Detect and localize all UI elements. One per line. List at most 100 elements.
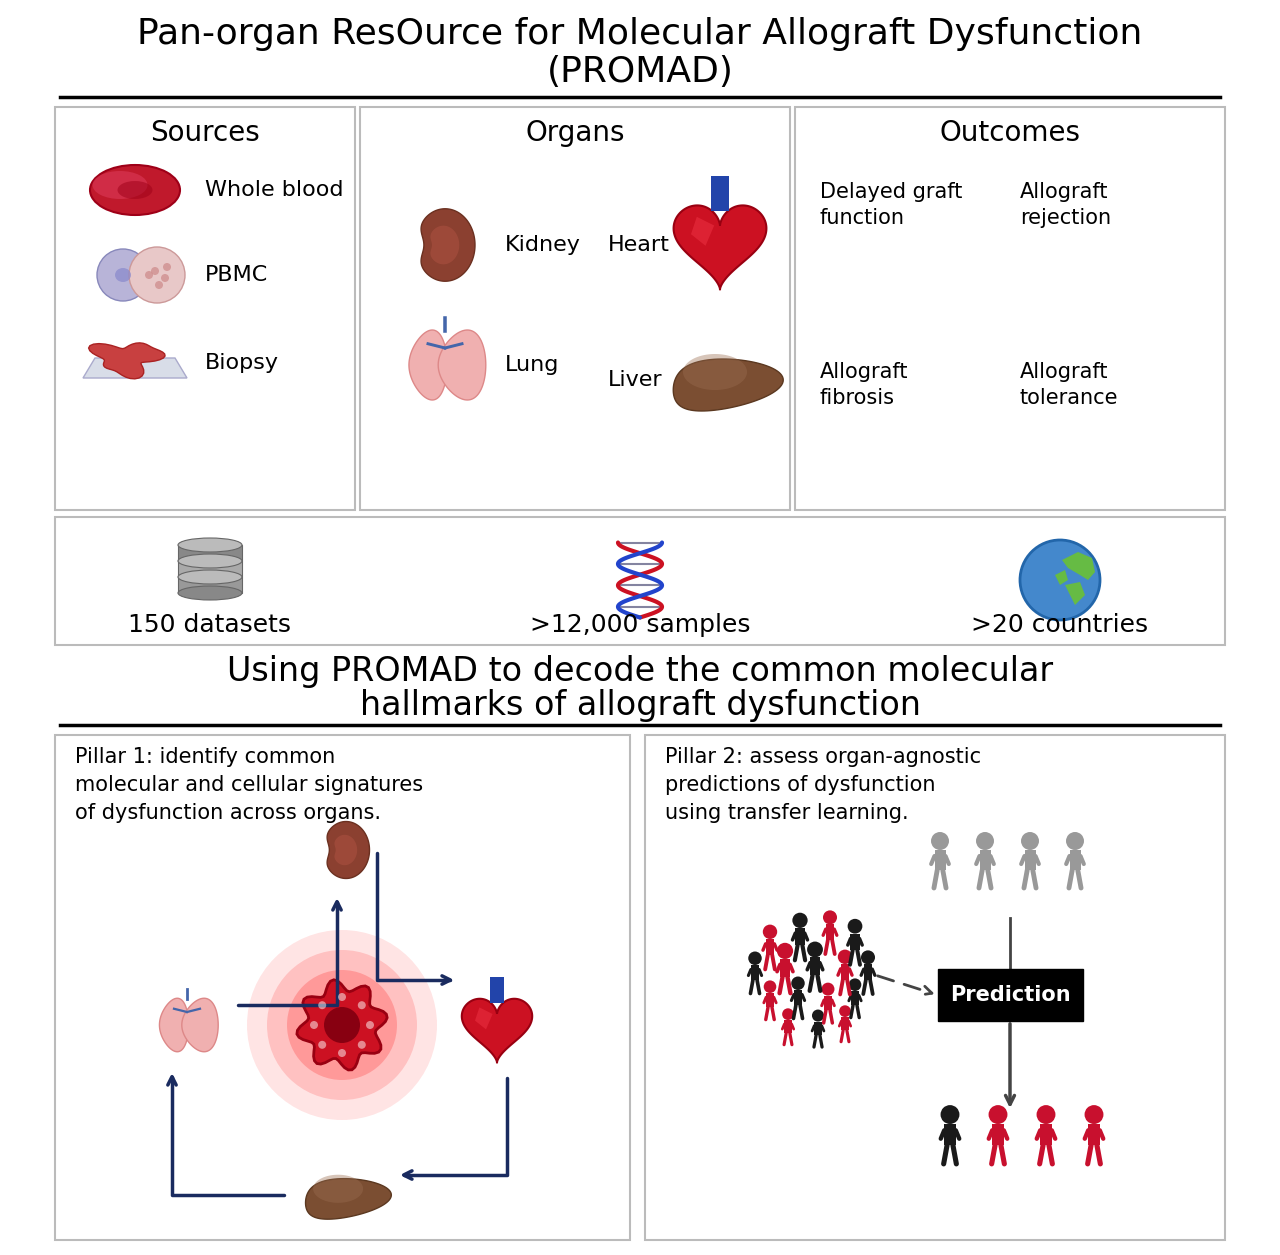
Bar <box>178 577 242 594</box>
Circle shape <box>861 950 876 964</box>
Text: Pillar 1: identify common
molecular and cellular signatures
of dysfunction acros: Pillar 1: identify common molecular and … <box>76 747 424 823</box>
Bar <box>178 561 242 577</box>
Polygon shape <box>88 343 165 379</box>
Text: Biopsy: Biopsy <box>205 353 279 373</box>
Text: Delayed graft
function: Delayed graft function <box>820 182 963 228</box>
Circle shape <box>977 832 995 850</box>
Circle shape <box>849 979 861 991</box>
Text: Allograft
rejection: Allograft rejection <box>1020 182 1111 228</box>
Circle shape <box>823 910 837 925</box>
Circle shape <box>338 1049 346 1057</box>
Ellipse shape <box>178 586 242 600</box>
Ellipse shape <box>178 570 242 584</box>
Text: PBMC: PBMC <box>205 265 269 285</box>
Bar <box>780 959 790 976</box>
Circle shape <box>338 993 346 1001</box>
Circle shape <box>129 247 186 302</box>
Circle shape <box>791 976 805 990</box>
Bar <box>826 925 835 940</box>
Text: 150 datasets: 150 datasets <box>128 612 292 638</box>
Bar <box>1024 850 1036 870</box>
Polygon shape <box>1065 582 1085 605</box>
Text: Heart: Heart <box>608 235 669 255</box>
Polygon shape <box>673 359 783 410</box>
Circle shape <box>319 1001 326 1009</box>
Polygon shape <box>673 206 767 290</box>
Bar <box>55 735 630 1240</box>
Polygon shape <box>462 999 532 1063</box>
Text: Using PROMAD to decode the common molecular: Using PROMAD to decode the common molecu… <box>227 655 1053 688</box>
Text: Organs: Organs <box>525 119 625 147</box>
Ellipse shape <box>115 269 131 282</box>
Text: Allograft
fibrosis: Allograft fibrosis <box>820 361 909 408</box>
Circle shape <box>840 1005 851 1017</box>
Circle shape <box>97 248 148 301</box>
Circle shape <box>808 941 823 958</box>
Text: Pillar 2: assess organ-agnostic
predictions of dysfunction
using transfer learni: Pillar 2: assess organ-agnostic predicti… <box>666 747 982 823</box>
Ellipse shape <box>90 164 180 215</box>
Text: (PROMAD): (PROMAD) <box>547 55 733 89</box>
Bar <box>992 1124 1004 1145</box>
Bar <box>934 850 946 870</box>
Circle shape <box>1020 540 1100 620</box>
Bar <box>824 995 832 1010</box>
Polygon shape <box>712 176 728 211</box>
Circle shape <box>812 1009 824 1022</box>
Polygon shape <box>1062 552 1094 580</box>
Text: hallmarks of allograft dysfunction: hallmarks of allograft dysfunction <box>360 689 920 722</box>
Bar <box>767 993 774 1007</box>
Circle shape <box>145 271 154 279</box>
Circle shape <box>988 1106 1007 1124</box>
Bar <box>814 1022 822 1035</box>
Text: Liver: Liver <box>608 370 663 390</box>
Bar <box>360 107 790 510</box>
Ellipse shape <box>118 181 152 200</box>
Circle shape <box>268 950 417 1099</box>
Bar <box>841 964 850 980</box>
Circle shape <box>763 925 777 939</box>
Polygon shape <box>160 998 188 1052</box>
Bar <box>841 1017 849 1030</box>
Ellipse shape <box>178 553 242 569</box>
Bar <box>795 107 1225 510</box>
Circle shape <box>749 951 762 965</box>
Bar <box>751 965 759 980</box>
Text: Outcomes: Outcomes <box>940 119 1080 147</box>
Bar <box>945 1124 956 1145</box>
Circle shape <box>358 1040 366 1049</box>
Polygon shape <box>306 1178 392 1219</box>
Bar <box>1070 850 1080 870</box>
Polygon shape <box>410 330 447 400</box>
Text: Lung: Lung <box>506 355 559 375</box>
Circle shape <box>163 264 172 271</box>
Circle shape <box>941 1106 960 1124</box>
Bar <box>794 990 803 1005</box>
Circle shape <box>782 1008 794 1020</box>
Circle shape <box>1084 1106 1103 1124</box>
Polygon shape <box>314 1175 364 1202</box>
Text: Kidney: Kidney <box>506 235 581 255</box>
Polygon shape <box>83 358 187 378</box>
Bar <box>645 735 1225 1240</box>
Text: Prediction: Prediction <box>950 985 1070 1005</box>
Polygon shape <box>684 354 748 390</box>
Circle shape <box>366 1022 374 1029</box>
Polygon shape <box>421 208 475 281</box>
Polygon shape <box>475 1008 493 1029</box>
Circle shape <box>1021 832 1039 850</box>
Circle shape <box>287 970 397 1081</box>
Circle shape <box>777 943 794 959</box>
Text: Allograft
tolerance: Allograft tolerance <box>1020 361 1119 408</box>
Circle shape <box>1037 1106 1056 1124</box>
Bar <box>55 517 1225 645</box>
Ellipse shape <box>92 171 147 200</box>
Bar <box>1088 1124 1100 1145</box>
Circle shape <box>1066 832 1084 850</box>
Bar <box>785 1020 791 1033</box>
Text: Pan-organ ResOurce for Molecular Allograft Dysfunction: Pan-organ ResOurce for Molecular Allogra… <box>137 18 1143 51</box>
Bar <box>810 958 819 975</box>
Polygon shape <box>438 330 486 400</box>
Text: >12,000 samples: >12,000 samples <box>530 612 750 638</box>
Circle shape <box>247 930 436 1119</box>
Polygon shape <box>334 835 357 865</box>
